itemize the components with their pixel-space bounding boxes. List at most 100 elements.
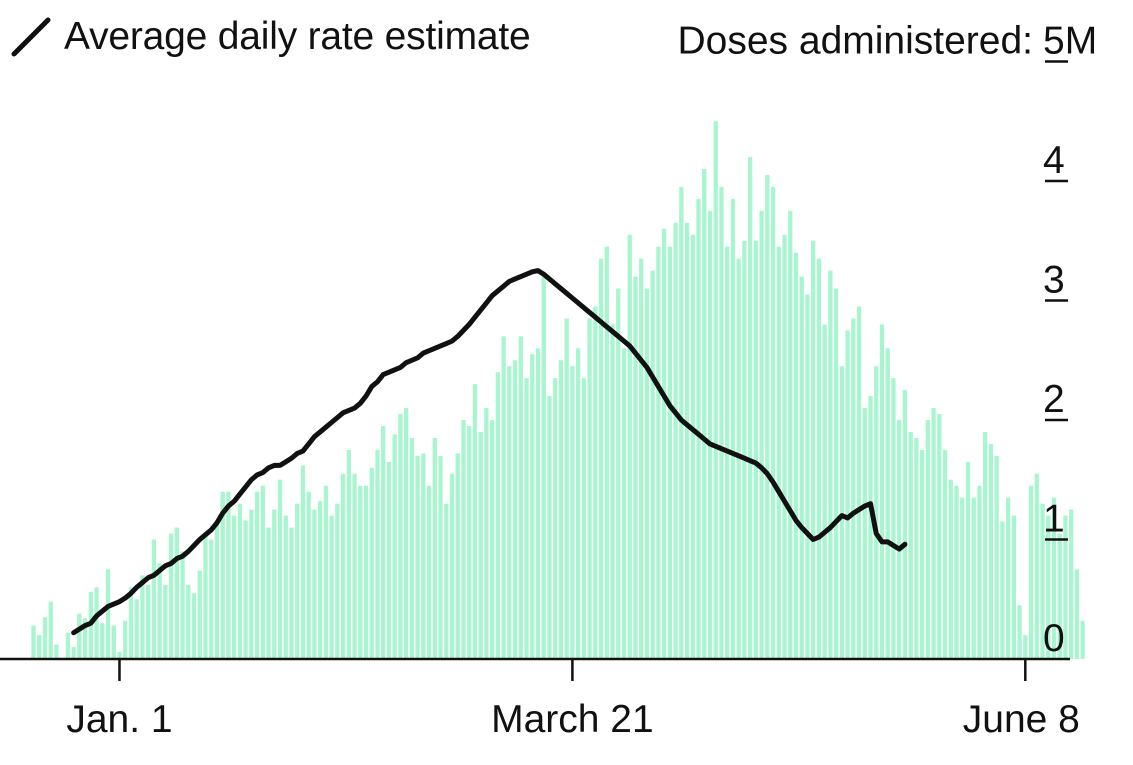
bar xyxy=(478,431,483,659)
bar xyxy=(805,294,810,659)
bar xyxy=(507,366,512,659)
bar xyxy=(249,509,254,660)
bar xyxy=(300,465,306,659)
bar xyxy=(226,491,231,659)
bar xyxy=(340,473,346,659)
line-segment-icon xyxy=(11,17,51,57)
bar xyxy=(535,348,541,659)
bar xyxy=(369,467,374,659)
bar xyxy=(186,584,191,659)
bar xyxy=(1028,485,1034,660)
bar xyxy=(707,210,713,660)
bar xyxy=(151,539,157,659)
bar xyxy=(553,378,558,659)
bar xyxy=(375,449,380,660)
bar xyxy=(329,515,334,659)
bar xyxy=(908,431,913,659)
bar xyxy=(633,276,638,659)
bar xyxy=(295,503,300,659)
x-axis-ticks: Jan. 1 March 21 June 8 xyxy=(66,659,1080,741)
bar xyxy=(1051,497,1057,659)
bar xyxy=(48,601,53,659)
bar xyxy=(1063,515,1068,659)
bar xyxy=(696,198,701,659)
bar xyxy=(289,527,294,659)
bar xyxy=(489,420,495,659)
bar xyxy=(1040,503,1045,659)
bar xyxy=(960,497,965,659)
bar xyxy=(948,479,953,659)
bar xyxy=(942,449,948,660)
bar xyxy=(856,306,862,659)
bar xyxy=(891,378,896,659)
bar xyxy=(404,408,409,659)
bar xyxy=(742,240,747,659)
bar xyxy=(432,437,437,659)
bar xyxy=(530,354,535,659)
bar xyxy=(426,485,432,660)
bar xyxy=(220,491,225,659)
bar xyxy=(134,599,139,659)
legend-line-label: Average daily rate estimate xyxy=(64,15,531,58)
bar xyxy=(558,360,564,659)
bars-layer xyxy=(31,121,1085,660)
bar xyxy=(616,288,621,659)
bar xyxy=(593,306,598,659)
bar xyxy=(770,186,776,659)
bar xyxy=(501,336,506,659)
bar xyxy=(203,533,208,659)
bar xyxy=(604,246,609,659)
bar xyxy=(782,234,787,659)
y-tick-label: 1 xyxy=(1043,498,1065,541)
bar xyxy=(541,276,546,659)
bar xyxy=(1069,509,1074,660)
bar xyxy=(919,449,925,660)
bar xyxy=(409,437,415,659)
bar xyxy=(719,186,724,659)
bar xyxy=(455,453,460,659)
bar xyxy=(736,258,741,659)
line-layer xyxy=(71,268,908,636)
bar xyxy=(243,520,248,659)
bar xyxy=(335,503,340,659)
bar xyxy=(816,258,822,659)
bar xyxy=(575,348,581,659)
bar xyxy=(191,593,197,659)
bar xyxy=(128,587,134,659)
y-axis-ticks: 0 1 2 3 4 5M xyxy=(1043,20,1097,661)
bar xyxy=(977,485,982,660)
bar xyxy=(845,330,850,660)
y-tick-label: 2 xyxy=(1043,378,1065,421)
average-rate-line xyxy=(71,268,908,636)
bar xyxy=(94,587,99,659)
bar xyxy=(140,575,145,659)
bar xyxy=(71,647,76,659)
bar xyxy=(386,461,392,659)
bar xyxy=(994,455,999,659)
y-tick-label: 5M xyxy=(1043,20,1097,63)
bar xyxy=(788,210,793,660)
bar xyxy=(839,366,844,659)
bar xyxy=(312,509,317,660)
bar xyxy=(111,625,116,659)
bar xyxy=(759,210,764,660)
bar xyxy=(37,635,42,659)
bar xyxy=(472,384,478,659)
bar xyxy=(937,414,942,659)
bar xyxy=(988,443,994,659)
bar xyxy=(346,449,351,660)
bar xyxy=(753,240,759,659)
bar xyxy=(415,455,420,659)
bar xyxy=(581,378,587,659)
bar xyxy=(168,533,174,659)
bar xyxy=(1074,569,1080,660)
bar xyxy=(54,644,59,659)
bar xyxy=(232,515,237,659)
bar xyxy=(495,372,501,659)
bar xyxy=(885,348,890,659)
y-tick-label: 4 xyxy=(1043,139,1065,182)
bar xyxy=(392,434,397,659)
bar xyxy=(1017,605,1022,659)
